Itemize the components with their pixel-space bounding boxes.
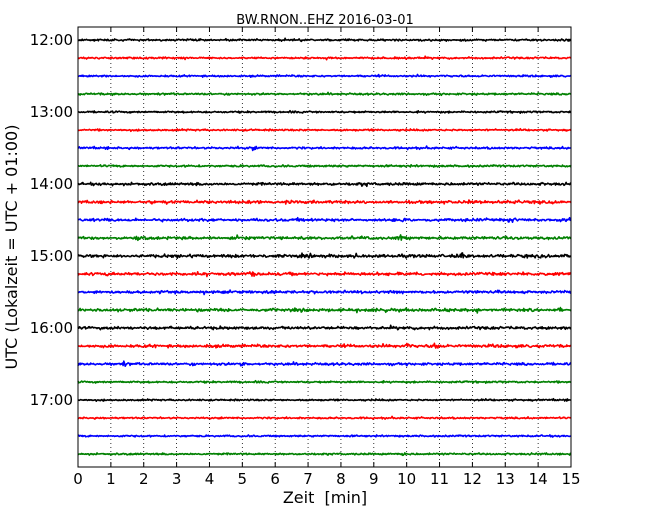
x-tick-label: 14 bbox=[529, 470, 548, 488]
trace-1300 bbox=[77, 109, 572, 114]
axis-ticks bbox=[77, 27, 572, 467]
trace-1715 bbox=[77, 415, 572, 420]
x-tick-label: 9 bbox=[369, 470, 379, 488]
trace-1745 bbox=[77, 452, 572, 457]
x-axis-label: Zeit [min] bbox=[283, 488, 367, 507]
x-tick-label: 5 bbox=[238, 470, 248, 488]
y-tick-label: 16:00 bbox=[30, 319, 73, 337]
trace-1215 bbox=[77, 55, 572, 61]
trace-1530 bbox=[77, 289, 572, 296]
trace-1230 bbox=[77, 73, 572, 78]
y-tick-label: 12:00 bbox=[30, 31, 73, 49]
x-tick-labels: 0 1 2 3 4 5 6 7 8 9 10 11 12 13 14 15 bbox=[73, 470, 580, 488]
x-tick-label: 15 bbox=[561, 470, 580, 488]
trace-1400 bbox=[77, 181, 572, 188]
trace-1730 bbox=[77, 434, 572, 438]
x-tick-label: 11 bbox=[430, 470, 449, 488]
trace-1600 bbox=[77, 324, 572, 331]
trace-1245 bbox=[77, 91, 572, 97]
plot-frame bbox=[77, 26, 572, 468]
trace-1315 bbox=[77, 127, 572, 133]
y-tick-labels: 12:00 13:00 14:00 15:00 16:00 17:00 bbox=[30, 31, 73, 409]
trace-1330 bbox=[77, 145, 572, 152]
trace-1515 bbox=[77, 271, 572, 278]
trace-1630 bbox=[77, 360, 572, 367]
x-tick-label: 4 bbox=[205, 470, 215, 488]
chart-title: BW.RNON..EHZ 2016-03-01 bbox=[236, 13, 414, 28]
seismogram-traces bbox=[77, 37, 572, 457]
trace-1500 bbox=[77, 252, 572, 259]
y-tick-label: 13:00 bbox=[30, 103, 73, 121]
trace-1545 bbox=[77, 306, 572, 314]
grid-lines bbox=[110, 27, 539, 467]
trace-1200 bbox=[77, 37, 572, 43]
x-tick-label: 12 bbox=[463, 470, 482, 488]
x-tick-label: 10 bbox=[397, 470, 416, 488]
x-tick-label: 13 bbox=[496, 470, 515, 488]
y-tick-label: 17:00 bbox=[30, 391, 73, 409]
x-tick-label: 8 bbox=[336, 470, 346, 488]
y-tick-label: 14:00 bbox=[30, 175, 73, 193]
trace-1345 bbox=[77, 164, 572, 168]
x-tick-label: 1 bbox=[106, 470, 116, 488]
trace-1430 bbox=[77, 216, 572, 223]
y-axis-label: UTC (Lokalzeit = UTC + 01:00) bbox=[2, 125, 21, 370]
trace-1645 bbox=[77, 379, 572, 384]
x-tick-label: 0 bbox=[73, 470, 83, 488]
y-tick-label: 15:00 bbox=[30, 247, 73, 265]
x-tick-label: 7 bbox=[303, 470, 313, 488]
x-tick-label: 3 bbox=[172, 470, 182, 488]
trace-1700 bbox=[77, 397, 572, 402]
trace-1445 bbox=[77, 234, 572, 242]
x-tick-label: 2 bbox=[139, 470, 149, 488]
x-tick-label: 6 bbox=[270, 470, 280, 488]
trace-1415 bbox=[77, 199, 572, 205]
trace-1615 bbox=[77, 342, 572, 349]
